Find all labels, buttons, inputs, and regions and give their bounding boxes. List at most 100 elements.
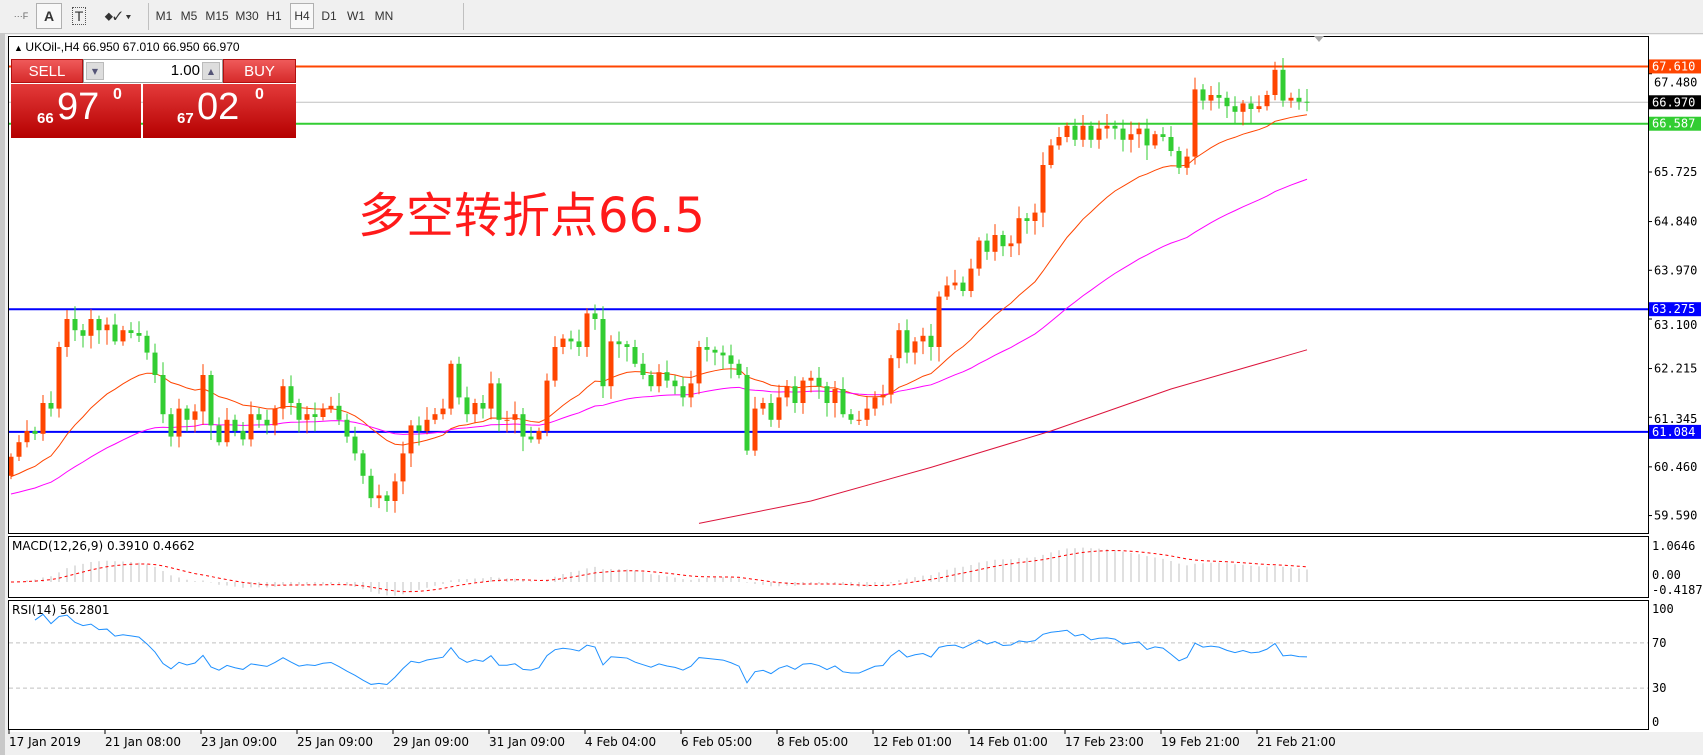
candle bbox=[864, 395, 870, 426]
timeframe-h1-button[interactable]: H1 bbox=[266, 9, 282, 23]
candle bbox=[456, 356, 462, 405]
candle-body bbox=[992, 235, 998, 252]
candle bbox=[944, 276, 950, 300]
price-tick-label: 63.970 bbox=[1654, 263, 1697, 277]
chart-annotation-text[interactable]: 多空转折点66.5 bbox=[358, 188, 705, 244]
rsi-tick-label: 30 bbox=[1652, 681, 1666, 695]
candle bbox=[280, 379, 286, 420]
candle bbox=[744, 366, 750, 455]
candle bbox=[872, 391, 878, 416]
timeframe-h4-button[interactable]: H4 bbox=[290, 3, 314, 29]
buy-price-box[interactable]: 67 02 0 bbox=[143, 84, 296, 138]
sell-price-box[interactable]: 66 97 0 bbox=[11, 84, 141, 138]
lot-size-input[interactable] bbox=[106, 61, 200, 80]
candle-body bbox=[1144, 128, 1150, 146]
candle-body bbox=[816, 377, 822, 387]
candle bbox=[616, 331, 622, 358]
candle bbox=[152, 343, 158, 384]
timeframe-m1-button[interactable]: M1 bbox=[155, 9, 173, 23]
candle bbox=[352, 426, 358, 461]
candle-body bbox=[776, 397, 782, 420]
timeframe-w1-button[interactable]: W1 bbox=[347, 9, 365, 23]
candle bbox=[1000, 230, 1006, 257]
fibonacci-tool-icon[interactable]: ⋯F bbox=[13, 10, 29, 21]
candle bbox=[200, 364, 206, 426]
text-label-tool-icon[interactable]: T bbox=[66, 3, 92, 29]
candle-body bbox=[672, 380, 678, 387]
candle bbox=[808, 370, 814, 393]
text-label-glyph: T bbox=[71, 7, 87, 25]
candle-body bbox=[488, 383, 494, 409]
candle bbox=[1240, 100, 1246, 126]
candle bbox=[568, 330, 574, 350]
macd-panel-frame bbox=[8, 536, 1649, 598]
timeframe-m5-button[interactable]: M5 bbox=[180, 9, 198, 23]
candle bbox=[368, 468, 374, 508]
candle-body bbox=[128, 330, 134, 333]
candle-body bbox=[896, 330, 902, 359]
text-tool-icon[interactable]: A bbox=[36, 3, 62, 29]
candle-body bbox=[592, 313, 598, 319]
candle bbox=[848, 408, 854, 425]
candle bbox=[1288, 92, 1294, 108]
time-tick-label: 12 Feb 01:00 bbox=[873, 735, 952, 749]
candle-body bbox=[1224, 97, 1230, 107]
candle-body bbox=[904, 330, 910, 353]
candle-body bbox=[712, 349, 718, 353]
buy-button[interactable]: BUY bbox=[223, 59, 296, 83]
candle bbox=[1104, 114, 1110, 139]
candle-body bbox=[1184, 156, 1190, 168]
candle-body bbox=[1040, 165, 1046, 213]
candle bbox=[232, 414, 238, 437]
time-tick-label: 4 Feb 04:00 bbox=[585, 735, 656, 749]
sell-button[interactable]: SELL bbox=[11, 59, 83, 83]
timeframe-d1-button[interactable]: D1 bbox=[321, 9, 337, 23]
candle-body bbox=[480, 403, 486, 409]
candle-body bbox=[1264, 95, 1270, 107]
time-tick-label: 19 Feb 21:00 bbox=[1161, 735, 1240, 749]
timeframe-m15-button[interactable]: M15 bbox=[205, 9, 229, 23]
rsi-panel-frame bbox=[8, 600, 1649, 730]
timeframe-m30-button[interactable]: M30 bbox=[235, 9, 259, 23]
candle-body bbox=[472, 403, 478, 415]
price-tick-label: 60.460 bbox=[1654, 460, 1697, 474]
candle-body bbox=[568, 338, 574, 342]
price-tick-label: 59.590 bbox=[1654, 509, 1697, 523]
candle-body bbox=[456, 363, 462, 398]
candle bbox=[696, 340, 702, 395]
lot-increase-button[interactable]: ▲ bbox=[202, 62, 220, 80]
candle-body bbox=[664, 372, 670, 381]
timeframe-mn-button[interactable]: MN bbox=[374, 9, 394, 23]
candle-body bbox=[344, 419, 350, 437]
left-edge bbox=[0, 34, 5, 755]
candle-body bbox=[1128, 134, 1134, 140]
toolbar-separator bbox=[148, 3, 149, 30]
lot-decrease-button[interactable]: ▼ bbox=[86, 62, 104, 80]
candle-body bbox=[1096, 128, 1102, 140]
candle bbox=[408, 420, 414, 468]
candle bbox=[1296, 88, 1302, 110]
candle-body bbox=[104, 324, 110, 331]
candle-body bbox=[1152, 134, 1158, 146]
candle bbox=[384, 491, 390, 512]
rsi-tick-label: 0 bbox=[1652, 715, 1659, 729]
price-label-bg bbox=[1649, 424, 1701, 439]
candle-body bbox=[728, 355, 734, 364]
candle-body bbox=[1072, 125, 1078, 140]
macd-tick-label: 1.0646 bbox=[1652, 539, 1695, 553]
candle-body bbox=[144, 335, 150, 353]
candle bbox=[720, 345, 726, 370]
candle-body bbox=[1168, 137, 1174, 151]
candle bbox=[1232, 96, 1238, 125]
candle bbox=[488, 371, 494, 420]
arrows-tool-icon[interactable]: ⬥✓ ▾ bbox=[104, 8, 132, 23]
macd-label: MACD(12,26,9) 0.3910 0.4662 bbox=[12, 539, 195, 553]
time-tick-label: 17 Feb 23:00 bbox=[1065, 735, 1144, 749]
candle-body bbox=[1024, 218, 1030, 221]
candle-body bbox=[1192, 89, 1198, 157]
time-tick-label: 31 Jan 09:00 bbox=[489, 735, 565, 749]
candle-body bbox=[88, 319, 94, 336]
candle-body bbox=[328, 405, 334, 409]
candle-body bbox=[544, 380, 550, 431]
